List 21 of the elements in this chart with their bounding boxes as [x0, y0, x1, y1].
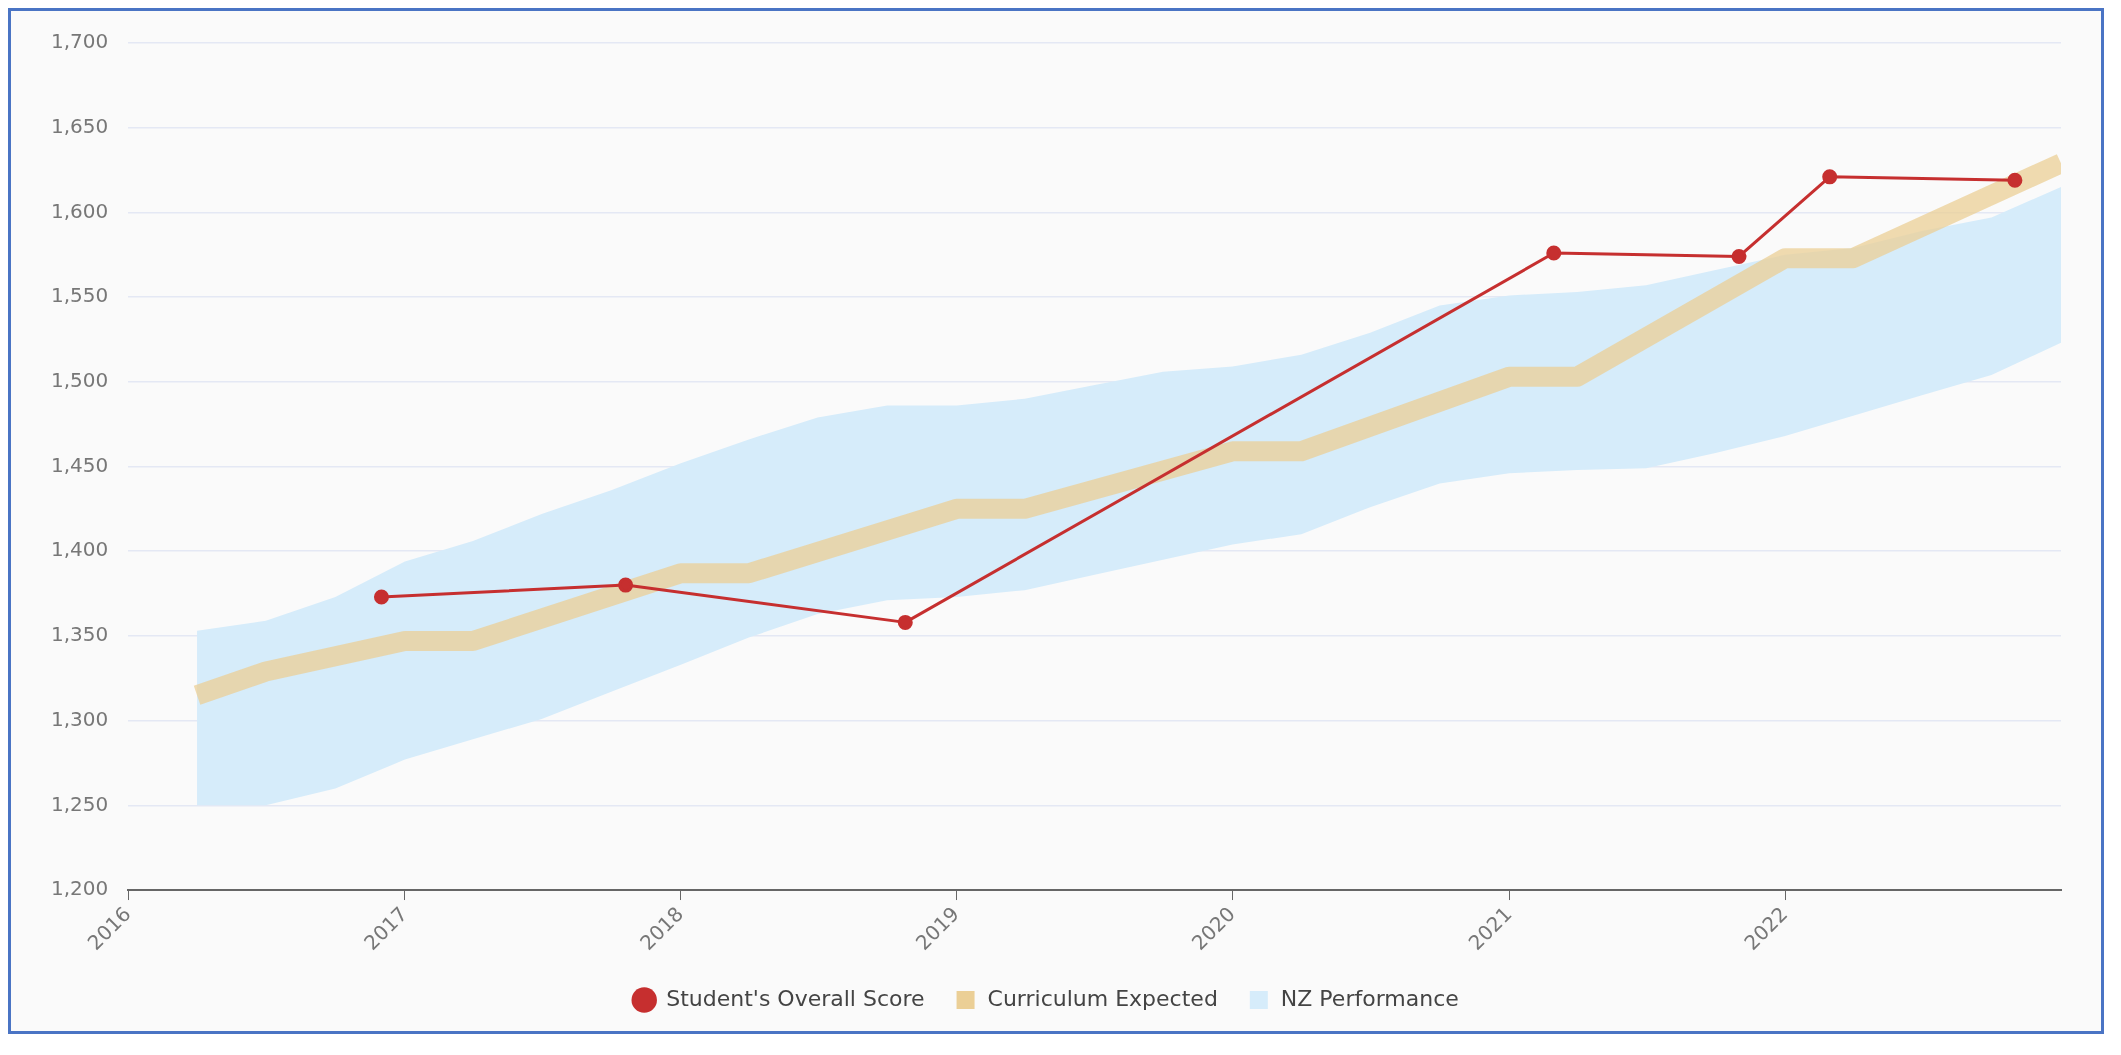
point	[1822, 169, 1838, 185]
y-tick-label: 1,300	[50, 706, 109, 731]
y-tick-label: 1,250	[50, 791, 109, 816]
y-tick-label: 1,700	[50, 29, 109, 54]
y-tick-label: 1,200	[50, 876, 109, 901]
point	[897, 614, 913, 630]
point	[1546, 245, 1562, 261]
point	[1731, 248, 1747, 264]
legend-label: Curriculum Expected	[987, 985, 1218, 1011]
point	[2007, 172, 2023, 188]
point	[373, 589, 389, 605]
point	[618, 577, 634, 593]
y-tick-label: 1,450	[50, 452, 109, 477]
y-tick-label: 1,600	[50, 198, 109, 223]
y-tick-label: 1,350	[50, 622, 109, 647]
y-tick-label: 1,550	[50, 283, 109, 308]
y-tick-label: 1,400	[50, 537, 109, 562]
y-tick-label: 1,650	[50, 113, 109, 138]
legend-label: NZ Performance	[1280, 985, 1459, 1011]
legend-label: Student's Overall Score	[666, 985, 925, 1011]
y-tick-label: 1,500	[50, 368, 109, 393]
